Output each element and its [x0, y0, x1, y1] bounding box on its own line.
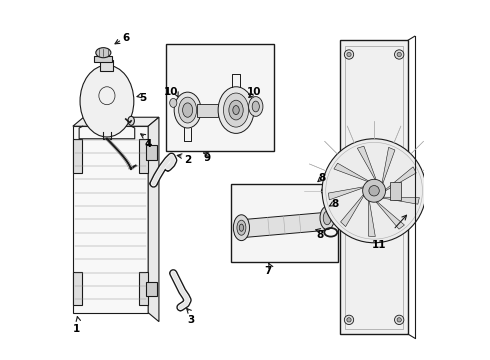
- Bar: [139, 139, 148, 173]
- Bar: [139, 272, 148, 305]
- Ellipse shape: [325, 197, 333, 207]
- Ellipse shape: [248, 96, 263, 116]
- Bar: [345, 45, 403, 329]
- Bar: [73, 272, 82, 305]
- Bar: [340, 40, 408, 334]
- Bar: [166, 44, 274, 151]
- Polygon shape: [357, 146, 376, 180]
- Text: 8: 8: [318, 173, 326, 183]
- Circle shape: [347, 318, 351, 322]
- Circle shape: [347, 52, 351, 57]
- Text: 3: 3: [188, 315, 195, 325]
- Polygon shape: [376, 202, 404, 229]
- Ellipse shape: [218, 87, 254, 134]
- Ellipse shape: [166, 163, 170, 171]
- Ellipse shape: [183, 103, 193, 117]
- Text: 11: 11: [372, 239, 387, 249]
- Ellipse shape: [170, 271, 177, 275]
- Polygon shape: [386, 167, 416, 191]
- Text: 10: 10: [164, 87, 179, 97]
- Text: 1: 1: [73, 324, 80, 334]
- Circle shape: [394, 315, 404, 324]
- Bar: [73, 126, 148, 313]
- Bar: [196, 104, 218, 117]
- Ellipse shape: [170, 98, 177, 107]
- Text: 8: 8: [317, 230, 324, 239]
- Bar: [231, 184, 338, 262]
- Text: 8: 8: [331, 199, 338, 210]
- Circle shape: [397, 52, 401, 57]
- Ellipse shape: [233, 105, 239, 114]
- Ellipse shape: [223, 93, 248, 127]
- Bar: [73, 139, 82, 173]
- Circle shape: [394, 50, 404, 59]
- Polygon shape: [148, 117, 159, 321]
- Polygon shape: [383, 197, 419, 204]
- Bar: [147, 145, 157, 160]
- Circle shape: [344, 50, 354, 59]
- Ellipse shape: [239, 224, 244, 231]
- Ellipse shape: [229, 100, 243, 120]
- Ellipse shape: [320, 206, 334, 230]
- Text: 7: 7: [265, 266, 272, 276]
- Text: 6: 6: [122, 33, 129, 43]
- Text: 9: 9: [204, 153, 211, 163]
- Bar: [100, 60, 113, 71]
- Polygon shape: [328, 187, 364, 200]
- Polygon shape: [244, 213, 324, 237]
- Polygon shape: [368, 201, 375, 237]
- Text: 5: 5: [139, 93, 147, 103]
- Ellipse shape: [233, 215, 249, 240]
- Circle shape: [369, 185, 379, 196]
- Polygon shape: [341, 195, 364, 226]
- Ellipse shape: [252, 101, 259, 112]
- Circle shape: [363, 179, 386, 202]
- Bar: [390, 182, 401, 200]
- Ellipse shape: [174, 92, 201, 128]
- Ellipse shape: [237, 220, 246, 235]
- Ellipse shape: [128, 116, 134, 125]
- Text: 10: 10: [247, 87, 261, 97]
- Circle shape: [344, 315, 354, 324]
- Polygon shape: [73, 117, 159, 126]
- Text: 4: 4: [145, 139, 152, 149]
- Ellipse shape: [96, 48, 111, 58]
- Text: 2: 2: [184, 155, 191, 165]
- Circle shape: [397, 318, 401, 322]
- Polygon shape: [382, 147, 395, 183]
- Ellipse shape: [149, 181, 157, 186]
- Ellipse shape: [323, 211, 331, 225]
- Bar: [147, 282, 157, 296]
- Polygon shape: [334, 163, 368, 181]
- Circle shape: [322, 139, 426, 243]
- Bar: [95, 56, 112, 62]
- Ellipse shape: [179, 97, 196, 123]
- Ellipse shape: [80, 65, 134, 137]
- Ellipse shape: [178, 304, 183, 311]
